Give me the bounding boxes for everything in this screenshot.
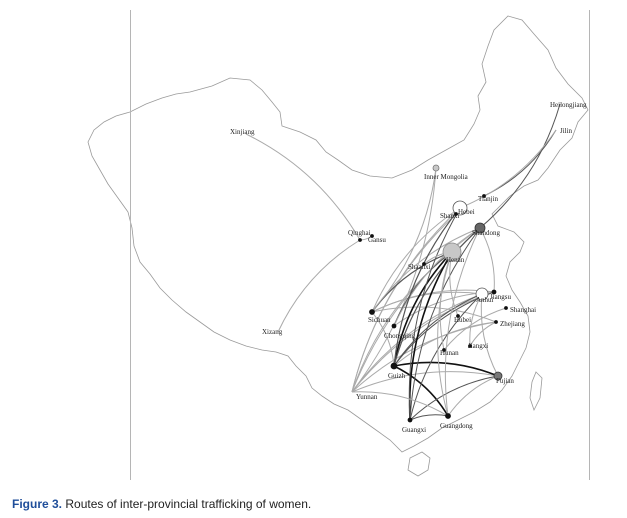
node-shandong [474, 222, 486, 234]
node-qinghai [370, 234, 374, 238]
node-shaanxi [422, 262, 426, 266]
route-guizhou-to-shandong [393, 227, 481, 367]
route-guizhou-to-hebei [393, 207, 461, 367]
node-shanghai [504, 306, 508, 310]
node-fujian [493, 371, 503, 381]
route-yunnan-to-guangdong [351, 391, 449, 417]
route-guizhou-to-henan [393, 251, 453, 367]
china-outline [87, 15, 589, 453]
label-shaanxi: Shaanxi [408, 263, 431, 271]
route-yunnan-to-jiangsu [351, 291, 495, 393]
node-inner_mongolia [432, 164, 440, 172]
route-sichuan-to-hebei [371, 207, 461, 313]
route-chongqing-to-shandong [393, 227, 481, 327]
label-gansu: Gansu [368, 236, 386, 244]
hainan-island-outline [407, 451, 431, 477]
route-yunnan-to-zhejiang [351, 321, 497, 393]
route-yunnan-to-shandong [351, 227, 481, 393]
label-fujian: Fujian [496, 377, 514, 385]
map-frame [130, 10, 590, 480]
node-hebei [452, 200, 468, 216]
label-chongqing: Chongqing [384, 332, 416, 340]
route-guizhou-to-anhui [393, 293, 483, 367]
node-henan [442, 242, 462, 262]
node-zhejiang [494, 320, 498, 324]
route-guangxi-to-fujian [409, 375, 499, 421]
label-hunan: Hunan [440, 349, 459, 357]
label-xizang: Xizang [262, 328, 283, 336]
label-xinjiang: Xinjiang [230, 128, 255, 136]
label-sichuan: Sichuan [368, 316, 391, 324]
label-shandong: Shandong [472, 229, 501, 237]
route-guangxi-to-anhui [409, 293, 483, 421]
label-tianjin: Tianjin [478, 195, 498, 203]
label-heilongjiang: Heilongjiang [550, 101, 587, 109]
route-jilin-to-hebei [459, 129, 557, 209]
province-nodes [358, 164, 508, 423]
label-zhejiang: Zhejiang [500, 320, 525, 328]
label-jilin: Jilin [560, 127, 573, 135]
route-fujian-to-anhui [480, 293, 499, 377]
label-qinghai: Qinghai [348, 229, 371, 237]
route-guangdong-to-henan [437, 251, 453, 417]
trafficking-route-map: Xinjiang Xizang Qinghai Gansu Inner Mongolia… [87, 10, 590, 480]
route-yunnan-to-shanxi [351, 213, 457, 393]
node-sichuan [369, 309, 375, 315]
node-hunan [442, 348, 446, 352]
label-shanxi: Shanxi [440, 212, 460, 220]
label-jiangsu: Jiangsu [490, 293, 512, 301]
node-guangdong [445, 413, 451, 419]
label-shanghai: Shanghai [510, 306, 536, 314]
route-sichuan-to-shandong [371, 227, 481, 313]
route-sichuan-to-guizhou [371, 311, 395, 367]
figure-caption: Figure 3. Routes of inter-provincial tra… [12, 497, 311, 511]
label-hubei: Hubei [454, 316, 471, 324]
route-guangxi-to-shandong [409, 227, 481, 421]
route-guangdong-to-shandong [444, 227, 481, 417]
route-guangxi-to-guangdong [409, 414, 449, 421]
route-guizhou-to-guangdong [393, 365, 449, 417]
node-shanxi [454, 212, 458, 216]
node-hubei [456, 314, 460, 318]
route-jiangxi-to-zhejiang [469, 321, 497, 347]
node-anhui [475, 287, 489, 301]
node-guizhou [390, 362, 398, 370]
caption-label: Figure 3. [12, 497, 63, 511]
route-guizhou-to-fujian [393, 361, 499, 377]
node-gansu [358, 238, 362, 242]
route-guangxi-to-hebei [408, 207, 461, 421]
route-yunnan-to-anhui [351, 293, 483, 393]
route-hunan-to-shanghai [443, 307, 507, 351]
route-yunnan-to-fujian [351, 371, 499, 393]
route-hunan-to-henan [439, 251, 453, 351]
label-yunnan: Yunnan [356, 393, 378, 401]
label-guizhou: Guizh [388, 372, 406, 380]
route-heilongjiang-to-shandong [479, 103, 561, 229]
node-guangxi [407, 417, 413, 423]
label-inner_mongolia: Inner Mongolia [424, 173, 469, 181]
node-chongqing [391, 323, 397, 329]
route-xizang-to-gansu [277, 239, 361, 333]
caption-text: Routes of inter-provincial trafficking o… [62, 497, 312, 511]
label-hebei: Hebei [458, 208, 475, 216]
label-guangdong: Guangdong [440, 422, 473, 430]
label-henan: Henan [446, 256, 465, 264]
node-tianjin [482, 194, 486, 198]
node-jiangxi [468, 344, 472, 348]
trafficking-routes [245, 103, 561, 421]
label-anhui: Anhui [476, 296, 494, 304]
label-jiangxi: Jiangxi [468, 342, 488, 350]
label-guangxi: Guangxi [402, 426, 426, 434]
route-shandong-to-jiangsu [479, 227, 495, 293]
taiwan-outline [529, 371, 543, 412]
route-inner_mongolia-to-yunnan [351, 167, 437, 393]
route-xinjiang-to-gansu [245, 133, 361, 241]
route-guangdong-to-fujian [447, 375, 499, 417]
node-jiangsu [491, 289, 497, 295]
